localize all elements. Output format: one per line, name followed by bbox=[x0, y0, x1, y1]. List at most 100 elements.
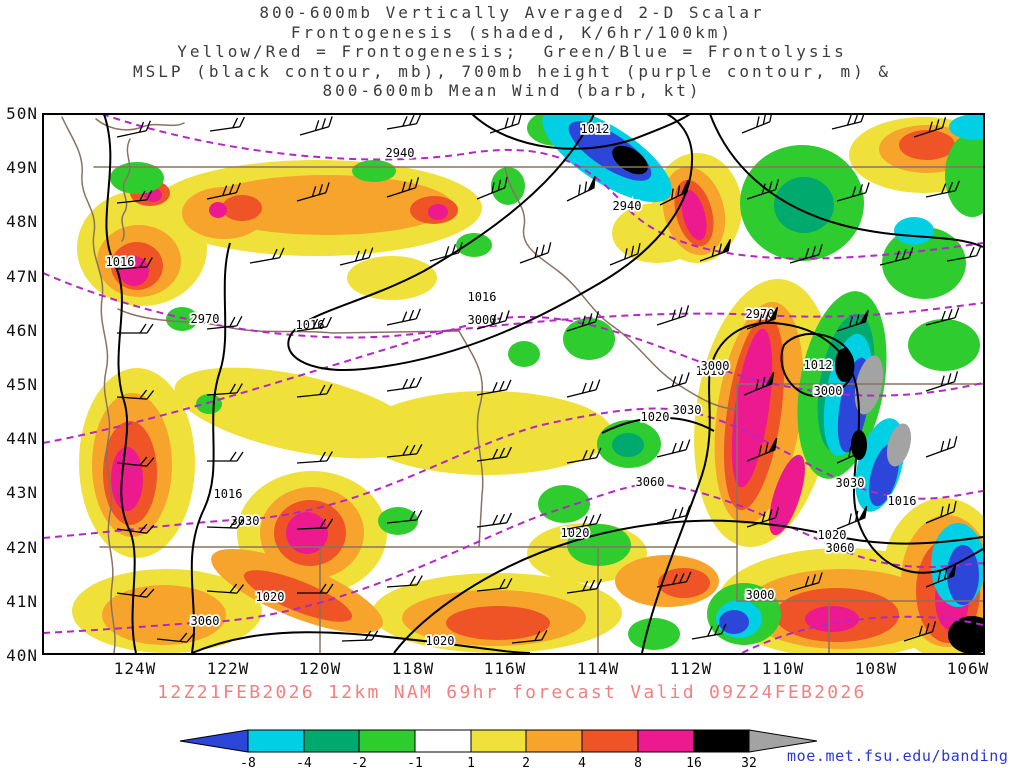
mslp-contour bbox=[287, 114, 694, 371]
title-line: 800-600mb Mean Wind (barb, kt) bbox=[322, 81, 702, 100]
lon-label: 114W bbox=[576, 659, 620, 678]
lat-label: 44N bbox=[6, 429, 38, 448]
mslp-contour bbox=[190, 242, 231, 654]
contour-label: 3000 bbox=[701, 359, 730, 373]
lat-label: 41N bbox=[6, 592, 38, 611]
blob bbox=[854, 355, 884, 415]
wind-barb-icon bbox=[829, 114, 868, 130]
map-canvas: 1016 1016 1016 1016 1016 1016 1012 1012 … bbox=[42, 113, 985, 655]
colorbar-arrow-left bbox=[179, 729, 249, 753]
height-contour bbox=[43, 315, 984, 444]
blob bbox=[428, 204, 448, 220]
contour-label: 1020 bbox=[426, 634, 455, 648]
wind-barb-icon bbox=[296, 115, 336, 136]
contour-label: 3000 bbox=[814, 384, 843, 398]
blob bbox=[508, 341, 540, 367]
blob bbox=[947, 545, 979, 605]
blob bbox=[769, 454, 805, 536]
contour-label: 3060 bbox=[636, 475, 665, 489]
blob bbox=[948, 616, 984, 654]
lat-label: 50N bbox=[6, 104, 38, 123]
height-contour bbox=[43, 482, 984, 634]
contour-label: 1020 bbox=[818, 528, 847, 542]
colorbar-tick-label: -2 bbox=[351, 756, 367, 768]
wind-barb-icon bbox=[922, 435, 961, 458]
contour-label: 2970 bbox=[746, 307, 775, 321]
blob bbox=[209, 202, 227, 218]
contour-label: 1016 bbox=[296, 318, 325, 332]
blob bbox=[222, 195, 262, 221]
contour-label: 1016 bbox=[106, 255, 135, 269]
blob bbox=[628, 618, 680, 650]
colorbar-tick-label: 8 bbox=[634, 756, 642, 768]
colorbar-tick-label: 4 bbox=[578, 756, 586, 768]
state-border bbox=[504, 166, 738, 410]
lon-label: 110W bbox=[761, 659, 805, 678]
colorbar-segment bbox=[637, 729, 695, 753]
blob bbox=[166, 307, 198, 331]
contour-label: 1020 bbox=[256, 590, 285, 604]
contour-label: 3060 bbox=[826, 541, 855, 555]
blob bbox=[538, 485, 590, 523]
colorbar-tick-label: 1 bbox=[467, 756, 475, 768]
blob bbox=[908, 319, 980, 371]
wind-barb-icon bbox=[737, 114, 777, 134]
colorbar-segment bbox=[525, 729, 583, 753]
blob bbox=[362, 391, 612, 475]
contour-label: 1016 bbox=[696, 364, 725, 378]
state-border bbox=[95, 118, 185, 131]
colorbar-segment bbox=[581, 729, 639, 753]
blob bbox=[894, 217, 934, 245]
contour-label: 3030 bbox=[673, 403, 702, 417]
blob bbox=[174, 367, 420, 459]
colorbar-segment bbox=[693, 729, 750, 753]
lat-label: 47N bbox=[6, 267, 38, 286]
contour-label: 3030 bbox=[231, 514, 260, 528]
blob bbox=[202, 175, 452, 235]
wind-barb-icon bbox=[564, 378, 603, 398]
wind-barb-icon bbox=[832, 505, 872, 530]
state-border bbox=[121, 138, 131, 242]
forecast-valid-line: 12Z21FEB2026 12km NAM 69hr forecast Vali… bbox=[157, 682, 867, 703]
contour-label: 3000 bbox=[468, 313, 497, 327]
contour-label: 1012 bbox=[581, 122, 610, 136]
title-line: Frontogenesis (shaded, K/6hr/100km) bbox=[290, 22, 734, 42]
shading-gray bbox=[854, 355, 912, 467]
credit-link[interactable]: moe.met.fsu.edu/banding bbox=[787, 747, 1009, 765]
colorbar-arrow-right bbox=[748, 729, 818, 753]
title-line: MSLP (black contour, mb), 700mb height (… bbox=[133, 61, 891, 81]
contour-label: 2940 bbox=[613, 199, 642, 213]
blob bbox=[352, 160, 396, 182]
mslp-contour bbox=[641, 321, 984, 654]
blob bbox=[196, 394, 222, 414]
blob bbox=[899, 130, 955, 160]
colorbar-segment bbox=[470, 729, 527, 753]
lat-label: 42N bbox=[6, 538, 38, 557]
contour-labels: 1016 1016 1016 1016 1016 1016 1012 1012 … bbox=[104, 120, 918, 650]
mslp-contours bbox=[103, 114, 984, 654]
colorbar-tick-label: -1 bbox=[407, 756, 423, 768]
wind-barb-icon bbox=[384, 114, 424, 130]
blob bbox=[491, 167, 525, 205]
colorbar-segment bbox=[358, 729, 416, 753]
lat-label: 43N bbox=[6, 483, 38, 502]
colorbar-segment bbox=[303, 729, 360, 753]
colorbar-tick-label: -4 bbox=[296, 756, 312, 768]
state-border bbox=[61, 116, 116, 654]
contour-label: 2940 bbox=[386, 146, 415, 160]
map-frame bbox=[42, 113, 985, 655]
blob bbox=[243, 570, 353, 622]
mslp-contour bbox=[191, 631, 531, 654]
chart-title: 800-600mb Vertically Averaged 2-D Scalar… bbox=[0, 3, 1024, 101]
lon-label: 116W bbox=[483, 659, 527, 678]
mslp-contour bbox=[709, 114, 984, 248]
lat-label: 40N bbox=[6, 646, 38, 665]
contour-label: 1020 bbox=[641, 410, 670, 424]
lon-label: 112W bbox=[669, 659, 713, 678]
colorbar-tick-label: -8 bbox=[240, 756, 256, 768]
contour-label: 3030 bbox=[836, 476, 865, 490]
colorbar-tick-label: 2 bbox=[522, 756, 530, 768]
state-border bbox=[458, 330, 484, 548]
contour-label: 1016 bbox=[214, 487, 243, 501]
